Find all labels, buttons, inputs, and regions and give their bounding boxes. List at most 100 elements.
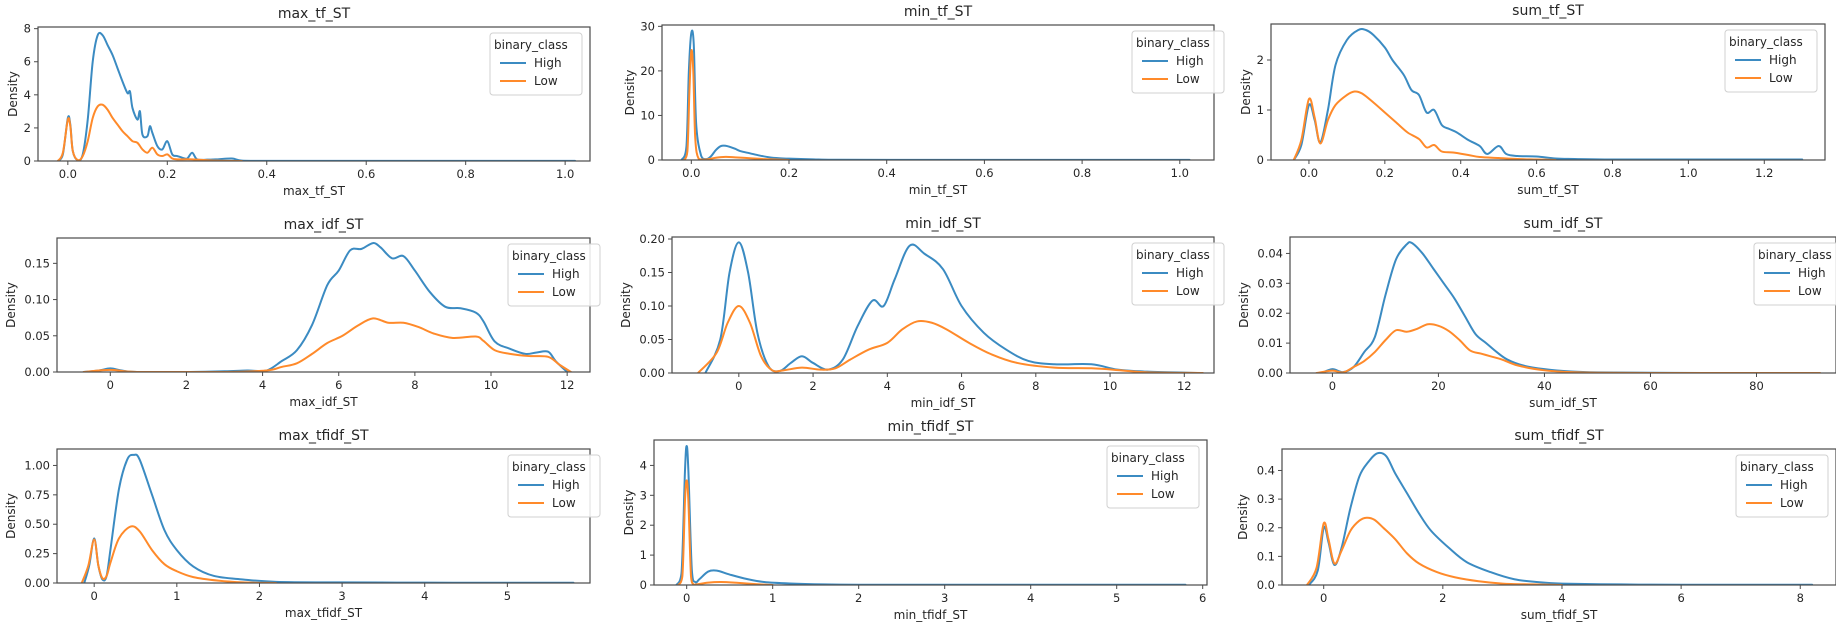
y-tick-label: 0.00 xyxy=(24,365,50,379)
legend: binary_class High Low xyxy=(489,32,583,96)
subplot-title: sum_idf_ST xyxy=(1524,216,1603,232)
series-group xyxy=(82,242,572,372)
x-tick-label: 0 xyxy=(107,378,114,392)
subplot-sum-tfidf-st: sum_tfidf_ST 0 2 4 6 8 0.0 0.1 0.2 0.3 0.4 sum_tfid… xyxy=(1236,428,1836,622)
series-group xyxy=(1306,451,1814,585)
x-tick-label: 12 xyxy=(560,378,575,392)
x-tick-label: 80 xyxy=(1749,379,1764,393)
legend: binary_class High Low xyxy=(1131,242,1225,306)
x-tick-label: 40 xyxy=(1537,379,1552,393)
legend-label-high: High xyxy=(1780,478,1808,492)
x-tick-label: 60 xyxy=(1643,379,1658,393)
y-tick-label: 0.50 xyxy=(24,517,50,531)
y-tick-label: 0.00 xyxy=(1257,366,1283,380)
legend: binary_class High Low xyxy=(1106,445,1200,509)
kde-line-low xyxy=(1315,323,1822,373)
x-tick-label: 6 xyxy=(958,379,965,393)
legend-label-low: Low xyxy=(552,496,576,510)
x-tick-label: 0.2 xyxy=(780,166,798,180)
subplot-max-tf-st: max_tf_ST 0.0 0.2 0.4 0.6 0.8 1.0 0 2 4 6 8 max_tf_S… xyxy=(6,6,591,198)
y-tick-label: 0.2 xyxy=(1257,521,1275,535)
y-tick-label: 20 xyxy=(640,64,655,78)
legend-title: binary_class xyxy=(494,38,568,52)
y-axis-label: Density xyxy=(1237,282,1251,328)
legend-label-high: High xyxy=(1176,54,1204,68)
y-tick-label: 0.25 xyxy=(24,547,50,561)
legend-label-high: High xyxy=(552,267,580,281)
y-tick-label: 0.00 xyxy=(639,366,665,380)
x-axis-label: min_tfidf_ST xyxy=(894,608,968,622)
legend-box xyxy=(489,32,583,96)
subplot-max-idf-st: max_idf_ST 0 2 4 6 8 10 12 0.00 0.05 0.10 0.15 max_i… xyxy=(4,217,601,409)
y-tick-label: 0.20 xyxy=(639,232,665,246)
x-tick-label: 0.2 xyxy=(158,167,176,181)
kde-line-low xyxy=(677,479,774,585)
x-tick-label: 3 xyxy=(941,591,948,605)
legend-box xyxy=(1735,454,1829,518)
y-axis-label: Density xyxy=(1236,494,1250,540)
x-axis-label: sum_idf_ST xyxy=(1529,396,1597,410)
kde-line-high xyxy=(1292,28,1804,160)
axes-frame xyxy=(1281,448,1836,586)
series-group xyxy=(696,241,1204,373)
legend-box xyxy=(1106,445,1200,509)
y-tick-label: 0 xyxy=(1257,153,1264,167)
x-tick-label: 8 xyxy=(1032,379,1039,393)
subplot-title: max_idf_ST xyxy=(284,217,364,233)
x-axis-label: min_idf_ST xyxy=(911,396,976,410)
x-tick-label: 1.2 xyxy=(1755,166,1773,180)
legend-label-low: Low xyxy=(1176,72,1200,86)
x-axis-label: max_tf_ST xyxy=(283,184,346,198)
legend-label-high: High xyxy=(1176,266,1204,280)
legend-label-low: Low xyxy=(1780,496,1804,510)
x-tick-label: 1.0 xyxy=(1679,166,1697,180)
legend-label-high: High xyxy=(1798,266,1826,280)
legend-box xyxy=(1131,242,1225,306)
x-tick-label: 4 xyxy=(884,379,891,393)
y-tick-label: 0.1 xyxy=(1257,549,1275,563)
subplot-max-tfidf-st: max_tfidf_ST 0 1 2 3 4 5 0.00 0.25 0.50 0.75 1.00 ma… xyxy=(4,428,601,620)
x-tick-label: 0.8 xyxy=(457,167,475,181)
y-tick-label: 30 xyxy=(640,19,655,33)
series-group xyxy=(1292,28,1804,160)
y-tick-label: 0.02 xyxy=(1257,306,1283,320)
x-tick-label: 2 xyxy=(809,379,816,393)
x-axis-label: max_idf_ST xyxy=(289,395,358,409)
x-tick-label: 0.2 xyxy=(1376,166,1394,180)
legend-label-high: High xyxy=(1151,469,1179,483)
kde-line-high xyxy=(56,31,577,161)
kde-line-high xyxy=(680,29,1191,160)
x-tick-label: 10 xyxy=(484,378,499,392)
x-tick-label: 0.6 xyxy=(1527,166,1545,180)
y-tick-label: 0.10 xyxy=(24,293,50,307)
subplot-title: max_tf_ST xyxy=(278,6,351,22)
x-tick-label: 0.0 xyxy=(1300,166,1318,180)
subplot-sum-idf-st: sum_idf_ST 0 20 40 60 80 0.00 0.01 0.02 0.03 0.04 s… xyxy=(1237,216,1836,410)
y-axis-label: Density xyxy=(1239,69,1253,115)
y-tick-label: 4 xyxy=(24,88,31,102)
y-tick-label: 0.04 xyxy=(1257,246,1283,260)
legend-box xyxy=(1724,29,1818,93)
y-tick-label: 2 xyxy=(24,121,31,135)
y-tick-label: 1 xyxy=(640,548,647,562)
x-tick-label: 12 xyxy=(1177,379,1192,393)
x-tick-label: 10 xyxy=(1103,379,1118,393)
axes-frame xyxy=(1270,23,1826,161)
x-tick-label: 2 xyxy=(256,589,263,603)
x-tick-label: 1 xyxy=(769,591,776,605)
x-tick-label: 0.8 xyxy=(1603,166,1621,180)
legend-box xyxy=(507,243,601,307)
y-tick-label: 0.0 xyxy=(1257,578,1275,592)
series-group xyxy=(1315,241,1822,373)
y-tick-label: 1.00 xyxy=(24,458,50,472)
y-tick-label: 0.03 xyxy=(1257,276,1283,290)
y-tick-label: 0.3 xyxy=(1257,492,1275,506)
y-tick-label: 0 xyxy=(24,154,31,168)
x-tick-label: 6 xyxy=(335,378,342,392)
legend-title: binary_class xyxy=(1136,36,1210,50)
x-tick-label: 2 xyxy=(855,591,862,605)
axes-frame xyxy=(37,26,591,162)
legend: binary_class High Low xyxy=(1724,29,1818,93)
y-tick-label: 4 xyxy=(640,458,647,472)
